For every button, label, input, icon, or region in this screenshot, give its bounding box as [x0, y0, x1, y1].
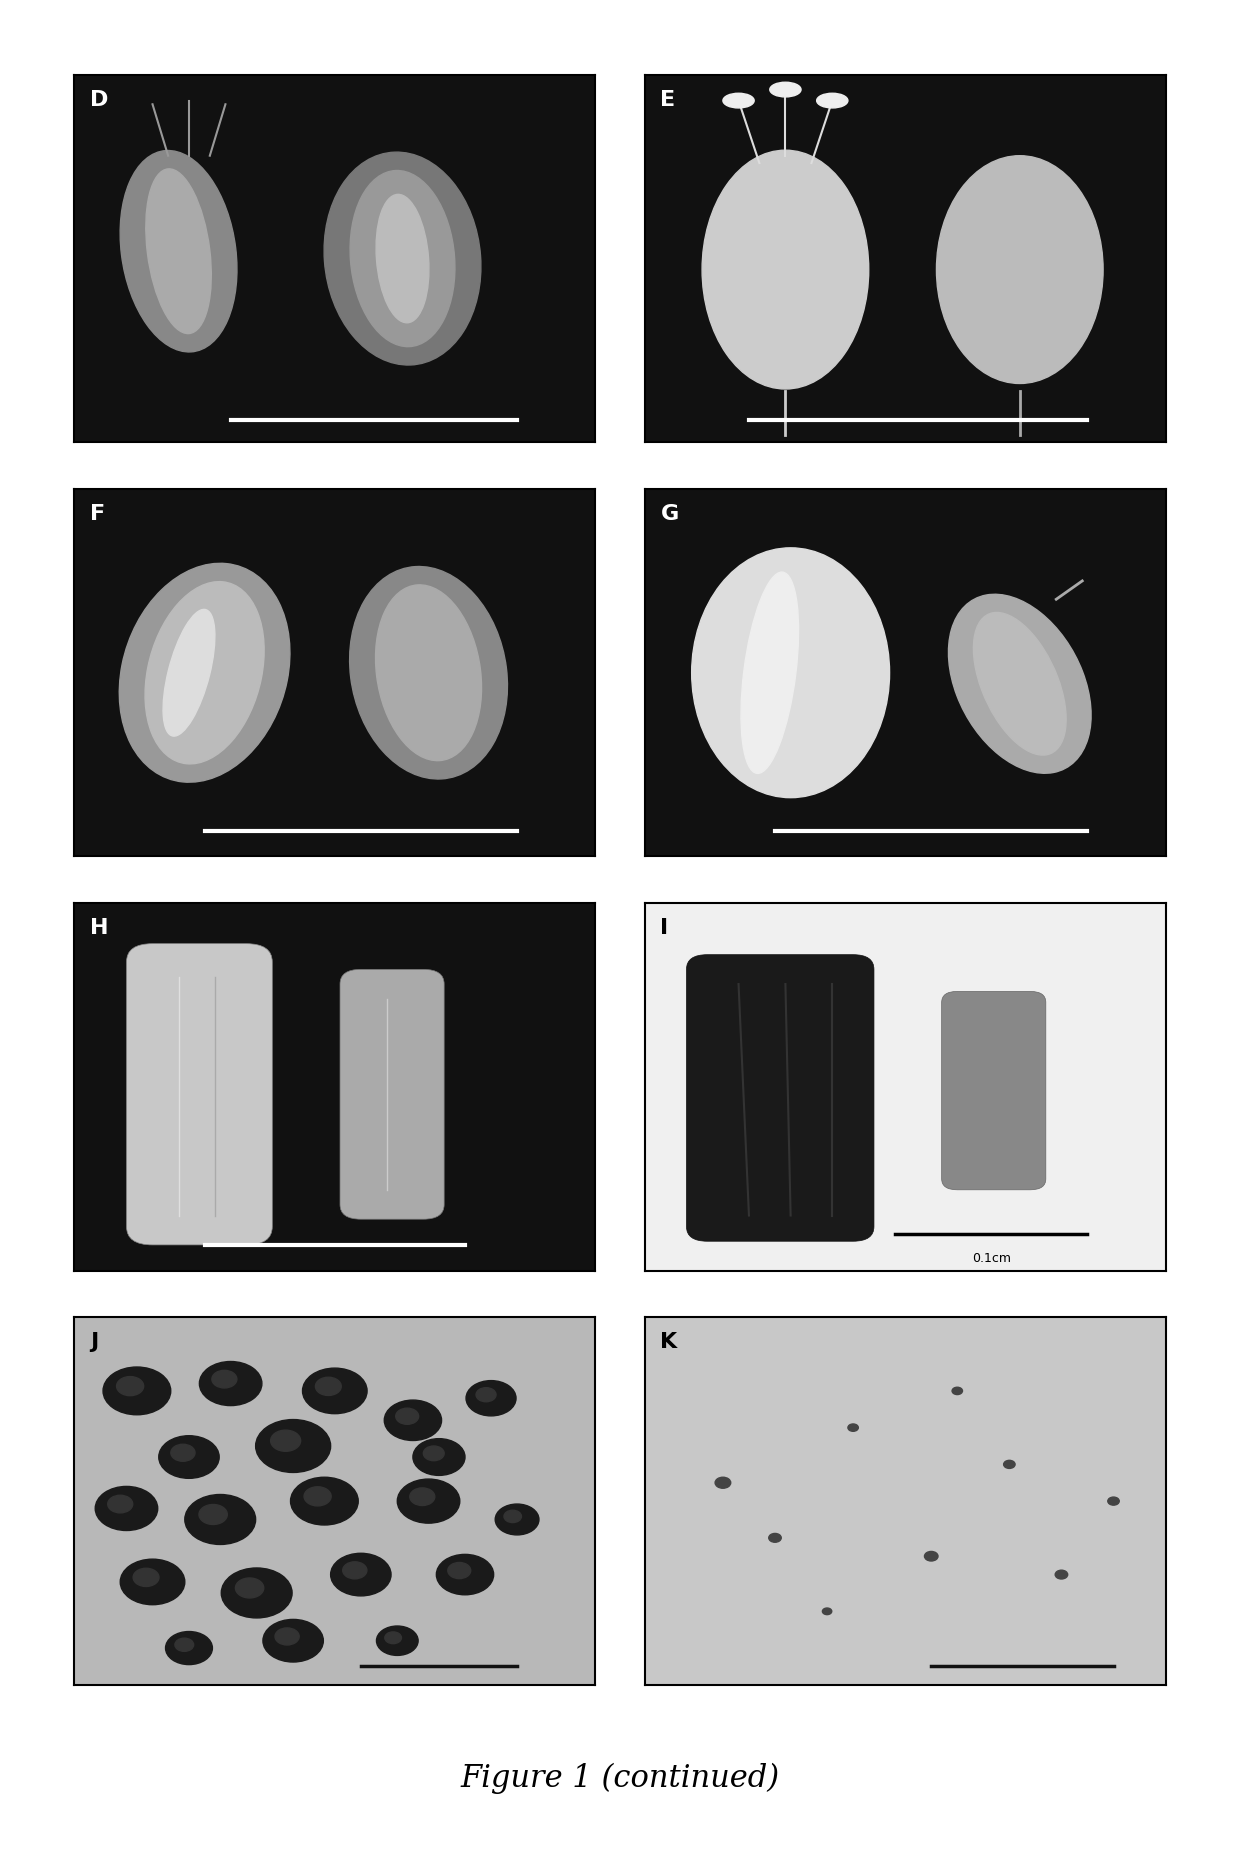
Circle shape [120, 1559, 185, 1604]
Circle shape [255, 1419, 331, 1473]
Circle shape [165, 1632, 212, 1664]
Circle shape [342, 1561, 367, 1578]
FancyBboxPatch shape [687, 955, 874, 1241]
Ellipse shape [376, 195, 429, 322]
Circle shape [108, 1496, 133, 1513]
Circle shape [822, 1608, 832, 1616]
Ellipse shape [350, 170, 455, 346]
Circle shape [925, 1552, 937, 1561]
Circle shape [315, 1378, 341, 1395]
Circle shape [263, 1619, 324, 1662]
Ellipse shape [324, 152, 481, 365]
Circle shape [275, 1629, 299, 1645]
Circle shape [290, 1477, 358, 1526]
Circle shape [331, 1554, 391, 1597]
Ellipse shape [770, 82, 801, 97]
FancyBboxPatch shape [941, 992, 1045, 1191]
Circle shape [1107, 1498, 1120, 1505]
Circle shape [303, 1368, 367, 1413]
Ellipse shape [817, 94, 848, 109]
Circle shape [1055, 1571, 1068, 1578]
Circle shape [212, 1370, 237, 1387]
Text: H: H [91, 917, 109, 938]
Circle shape [448, 1563, 471, 1578]
Circle shape [171, 1443, 195, 1462]
Circle shape [95, 1486, 157, 1531]
Circle shape [413, 1440, 465, 1475]
Circle shape [1003, 1460, 1016, 1468]
Circle shape [117, 1376, 144, 1397]
Ellipse shape [146, 168, 211, 333]
Circle shape [466, 1382, 516, 1415]
Circle shape [198, 1505, 227, 1524]
Ellipse shape [164, 610, 215, 736]
Circle shape [715, 1477, 730, 1488]
Circle shape [476, 1387, 496, 1402]
Circle shape [769, 1533, 781, 1543]
Ellipse shape [723, 94, 754, 109]
Ellipse shape [742, 573, 799, 773]
Ellipse shape [376, 584, 481, 760]
Ellipse shape [702, 150, 869, 389]
Text: G: G [661, 504, 678, 524]
Ellipse shape [120, 150, 237, 352]
Ellipse shape [692, 548, 889, 797]
Circle shape [221, 1569, 293, 1617]
FancyBboxPatch shape [340, 970, 444, 1219]
Circle shape [503, 1511, 522, 1522]
Circle shape [397, 1479, 460, 1524]
Text: D: D [91, 90, 108, 110]
Text: 0.1cm: 0.1cm [972, 1252, 1011, 1265]
Circle shape [848, 1425, 858, 1432]
Circle shape [377, 1627, 418, 1655]
Circle shape [396, 1408, 419, 1425]
Text: J: J [91, 1333, 98, 1352]
Ellipse shape [119, 563, 290, 782]
Circle shape [384, 1400, 441, 1440]
FancyBboxPatch shape [126, 943, 273, 1245]
Ellipse shape [145, 582, 264, 764]
Circle shape [200, 1361, 262, 1406]
Text: E: E [661, 90, 676, 110]
Circle shape [103, 1367, 171, 1415]
Circle shape [423, 1445, 444, 1460]
Ellipse shape [936, 155, 1104, 384]
Circle shape [495, 1503, 539, 1535]
Circle shape [409, 1488, 435, 1505]
Circle shape [436, 1554, 494, 1595]
Ellipse shape [350, 567, 507, 779]
Ellipse shape [973, 612, 1066, 754]
Circle shape [952, 1387, 962, 1395]
Text: Figure 1 (continued): Figure 1 (continued) [460, 1763, 780, 1793]
Circle shape [270, 1430, 300, 1451]
Circle shape [185, 1494, 255, 1544]
Circle shape [304, 1486, 331, 1505]
Circle shape [159, 1436, 219, 1479]
Text: F: F [91, 504, 105, 524]
Circle shape [384, 1632, 402, 1644]
Text: I: I [661, 917, 668, 938]
Circle shape [133, 1569, 159, 1586]
Ellipse shape [949, 593, 1091, 773]
Circle shape [175, 1638, 193, 1651]
Circle shape [236, 1578, 264, 1599]
Text: K: K [661, 1333, 677, 1352]
